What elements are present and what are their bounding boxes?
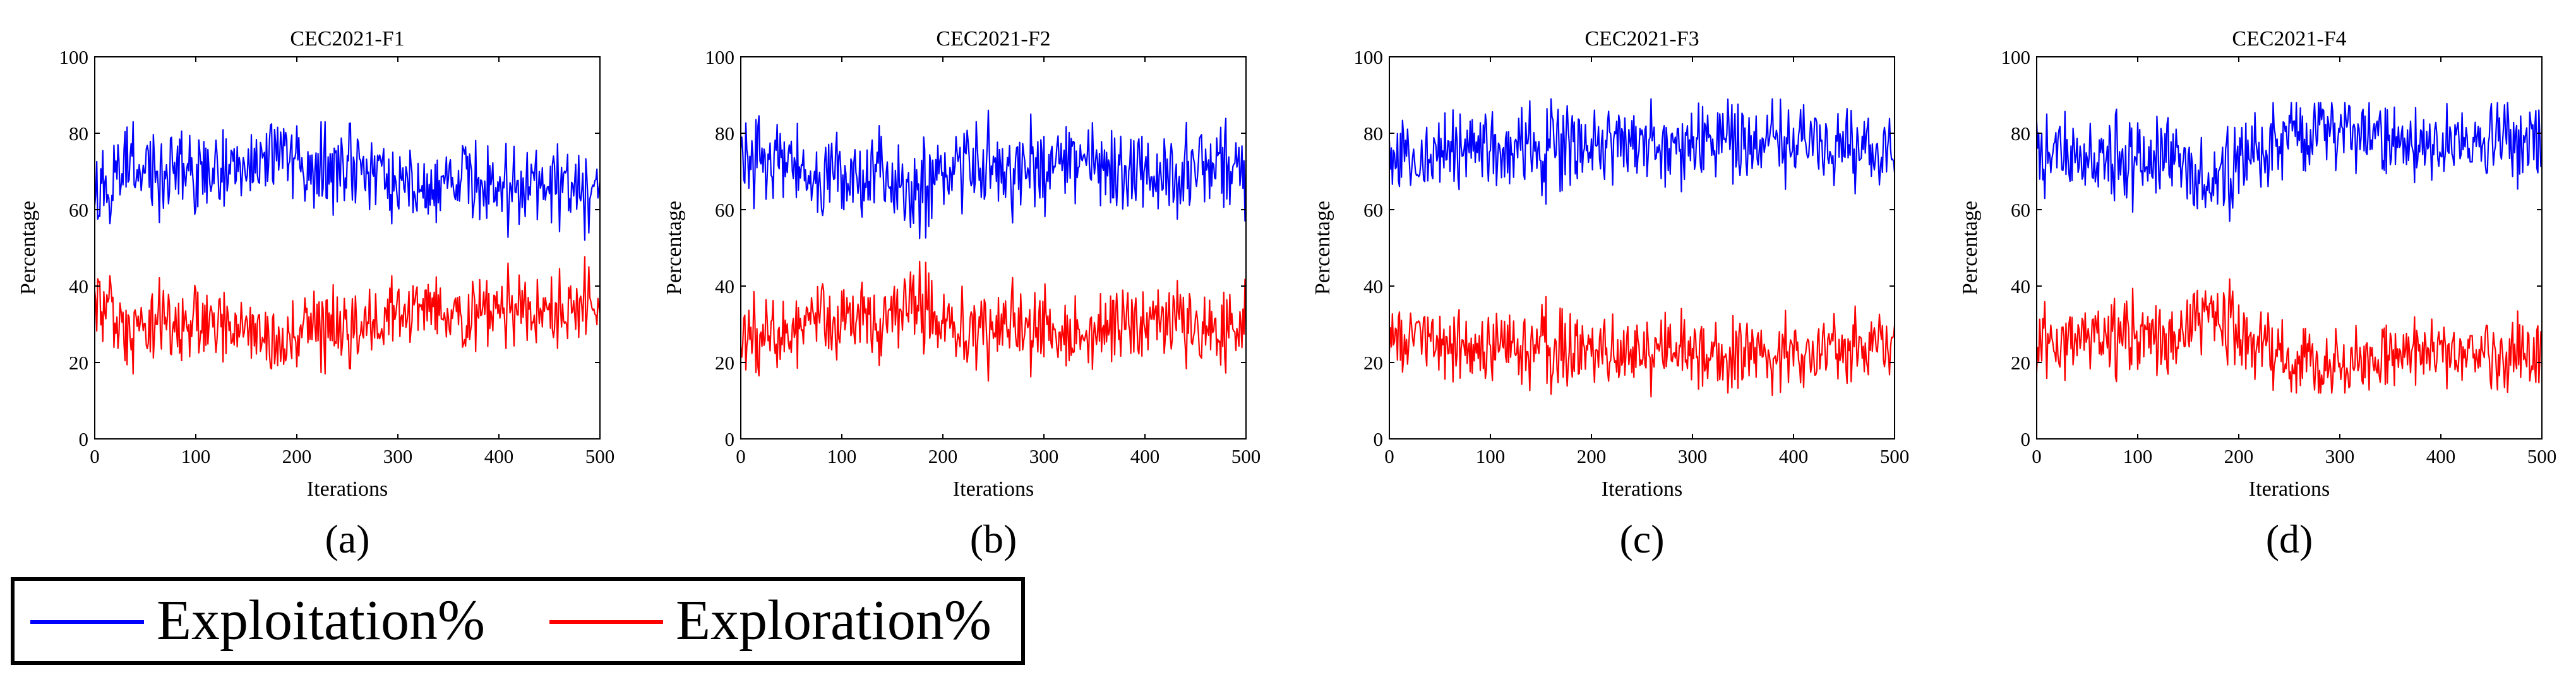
y-tick-label: 60 — [2011, 199, 2030, 221]
x-tick-label: 100 — [181, 445, 211, 467]
panel-label: (c) — [1619, 517, 1664, 561]
x-axis-label: Iterations — [1602, 477, 1682, 501]
y-tick-label: 0 — [2021, 428, 2031, 450]
y-axis-label: Percentage — [1958, 201, 1982, 295]
x-tick-label: 0 — [2032, 445, 2042, 467]
panel-label: (a) — [325, 517, 369, 561]
legend-box — [11, 577, 1025, 665]
series-line-exploration — [93, 256, 601, 375]
panel-label: (d) — [2266, 517, 2313, 561]
plot-frame — [740, 56, 1247, 440]
x-tick-label: 0 — [90, 445, 100, 467]
chart-panel-b: CEC2021-F2 0 20 40 60 80 100 0 100 200 300 400 500 It… — [662, 27, 1261, 561]
chart-panel-a: CEC2021-F1 0 20 40 60 80 100 0 100 200 300 400 500 It… — [16, 27, 614, 561]
y-tick-label: 0 — [79, 428, 89, 450]
chart-title: CEC2021-F2 — [936, 27, 1050, 51]
y-tick-label: 40 — [1363, 275, 1383, 297]
y-tick-label: 100 — [2001, 46, 2031, 68]
y-tick-label: 100 — [59, 46, 89, 68]
x-tick-label: 500 — [1231, 445, 1261, 467]
y-axis-label: Percentage — [1311, 201, 1334, 295]
x-tick-label: 400 — [1779, 445, 1809, 467]
chart-panel-d: CEC2021-F4 0 20 40 60 80 100 0 100 200 300 400 500 It… — [1958, 27, 2556, 561]
x-tick-label: 500 — [1880, 445, 1910, 467]
y-tick-label: 100 — [705, 46, 735, 68]
x-axis-label: Iterations — [2249, 477, 2330, 501]
x-tick-label: 500 — [2527, 445, 2557, 467]
plot-frame — [1389, 56, 1895, 440]
y-tick-label: 0 — [1374, 428, 1384, 450]
y-tick-label: 0 — [725, 428, 735, 450]
panel-label: (b) — [970, 517, 1017, 561]
x-axis-label: Iterations — [953, 477, 1034, 501]
legend-label-exploitation: Exploitation% — [157, 589, 485, 652]
x-tick-label: 300 — [2325, 445, 2355, 467]
x-tick-label: 100 — [2123, 445, 2153, 467]
y-tick-label: 40 — [715, 275, 734, 297]
x-axis-label: Iterations — [307, 477, 388, 501]
legend: Exploitation% Exploration% — [11, 577, 1025, 665]
x-tick-label: 200 — [928, 445, 958, 467]
y-tick-label: 20 — [2011, 352, 2030, 374]
x-tick-label: 0 — [736, 445, 746, 467]
chart-title: CEC2021-F3 — [1585, 27, 1699, 51]
series-line-exploitation — [1388, 98, 1896, 205]
plot-frame — [94, 56, 601, 440]
x-tick-label: 300 — [1678, 445, 1708, 467]
chart-title: CEC2021-F1 — [290, 27, 404, 51]
y-tick-label: 80 — [69, 123, 88, 145]
x-tick-label: 400 — [1130, 445, 1160, 467]
x-tick-label: 100 — [827, 445, 857, 467]
y-tick-label: 60 — [715, 199, 734, 221]
plot-frame — [2036, 56, 2543, 440]
x-tick-label: 200 — [1577, 445, 1607, 467]
y-tick-label: 80 — [715, 123, 734, 145]
x-tick-label: 300 — [1029, 445, 1059, 467]
y-tick-label: 80 — [2011, 123, 2030, 145]
y-tick-label: 40 — [69, 275, 88, 297]
legend-label-exploration: Exploration% — [676, 589, 991, 652]
chart-title: CEC2021-F4 — [2232, 27, 2346, 51]
x-tick-label: 400 — [2426, 445, 2456, 467]
y-tick-label: 20 — [1363, 352, 1383, 374]
series-line-exploitation — [740, 109, 1247, 239]
x-tick-label: 100 — [1476, 445, 1506, 467]
y-tick-label: 80 — [1363, 123, 1383, 145]
y-tick-label: 20 — [715, 352, 734, 374]
y-tick-label: 60 — [69, 199, 88, 221]
y-tick-label: 100 — [1354, 46, 1384, 68]
series-line-exploitation — [93, 121, 601, 241]
x-tick-label: 400 — [484, 445, 514, 467]
chart-panel-c: CEC2021-F3 0 20 40 60 80 100 0 100 200 300 400 500 It… — [1311, 27, 1909, 561]
y-axis-label: Percentage — [16, 201, 40, 295]
series-line-exploitation — [2035, 102, 2543, 222]
series-line-exploration — [740, 260, 1247, 382]
y-axis-label: Percentage — [662, 201, 686, 295]
x-tick-label: 0 — [1384, 445, 1394, 467]
y-tick-label: 20 — [69, 352, 88, 374]
series-line-exploration — [1388, 296, 1896, 398]
x-tick-label: 300 — [383, 445, 413, 467]
y-tick-label: 40 — [2011, 275, 2030, 297]
series-line-exploration — [2035, 278, 2543, 394]
x-tick-label: 200 — [2224, 445, 2254, 467]
y-tick-label: 60 — [1363, 199, 1383, 221]
x-tick-label: 200 — [282, 445, 312, 467]
x-tick-label: 500 — [585, 445, 615, 467]
